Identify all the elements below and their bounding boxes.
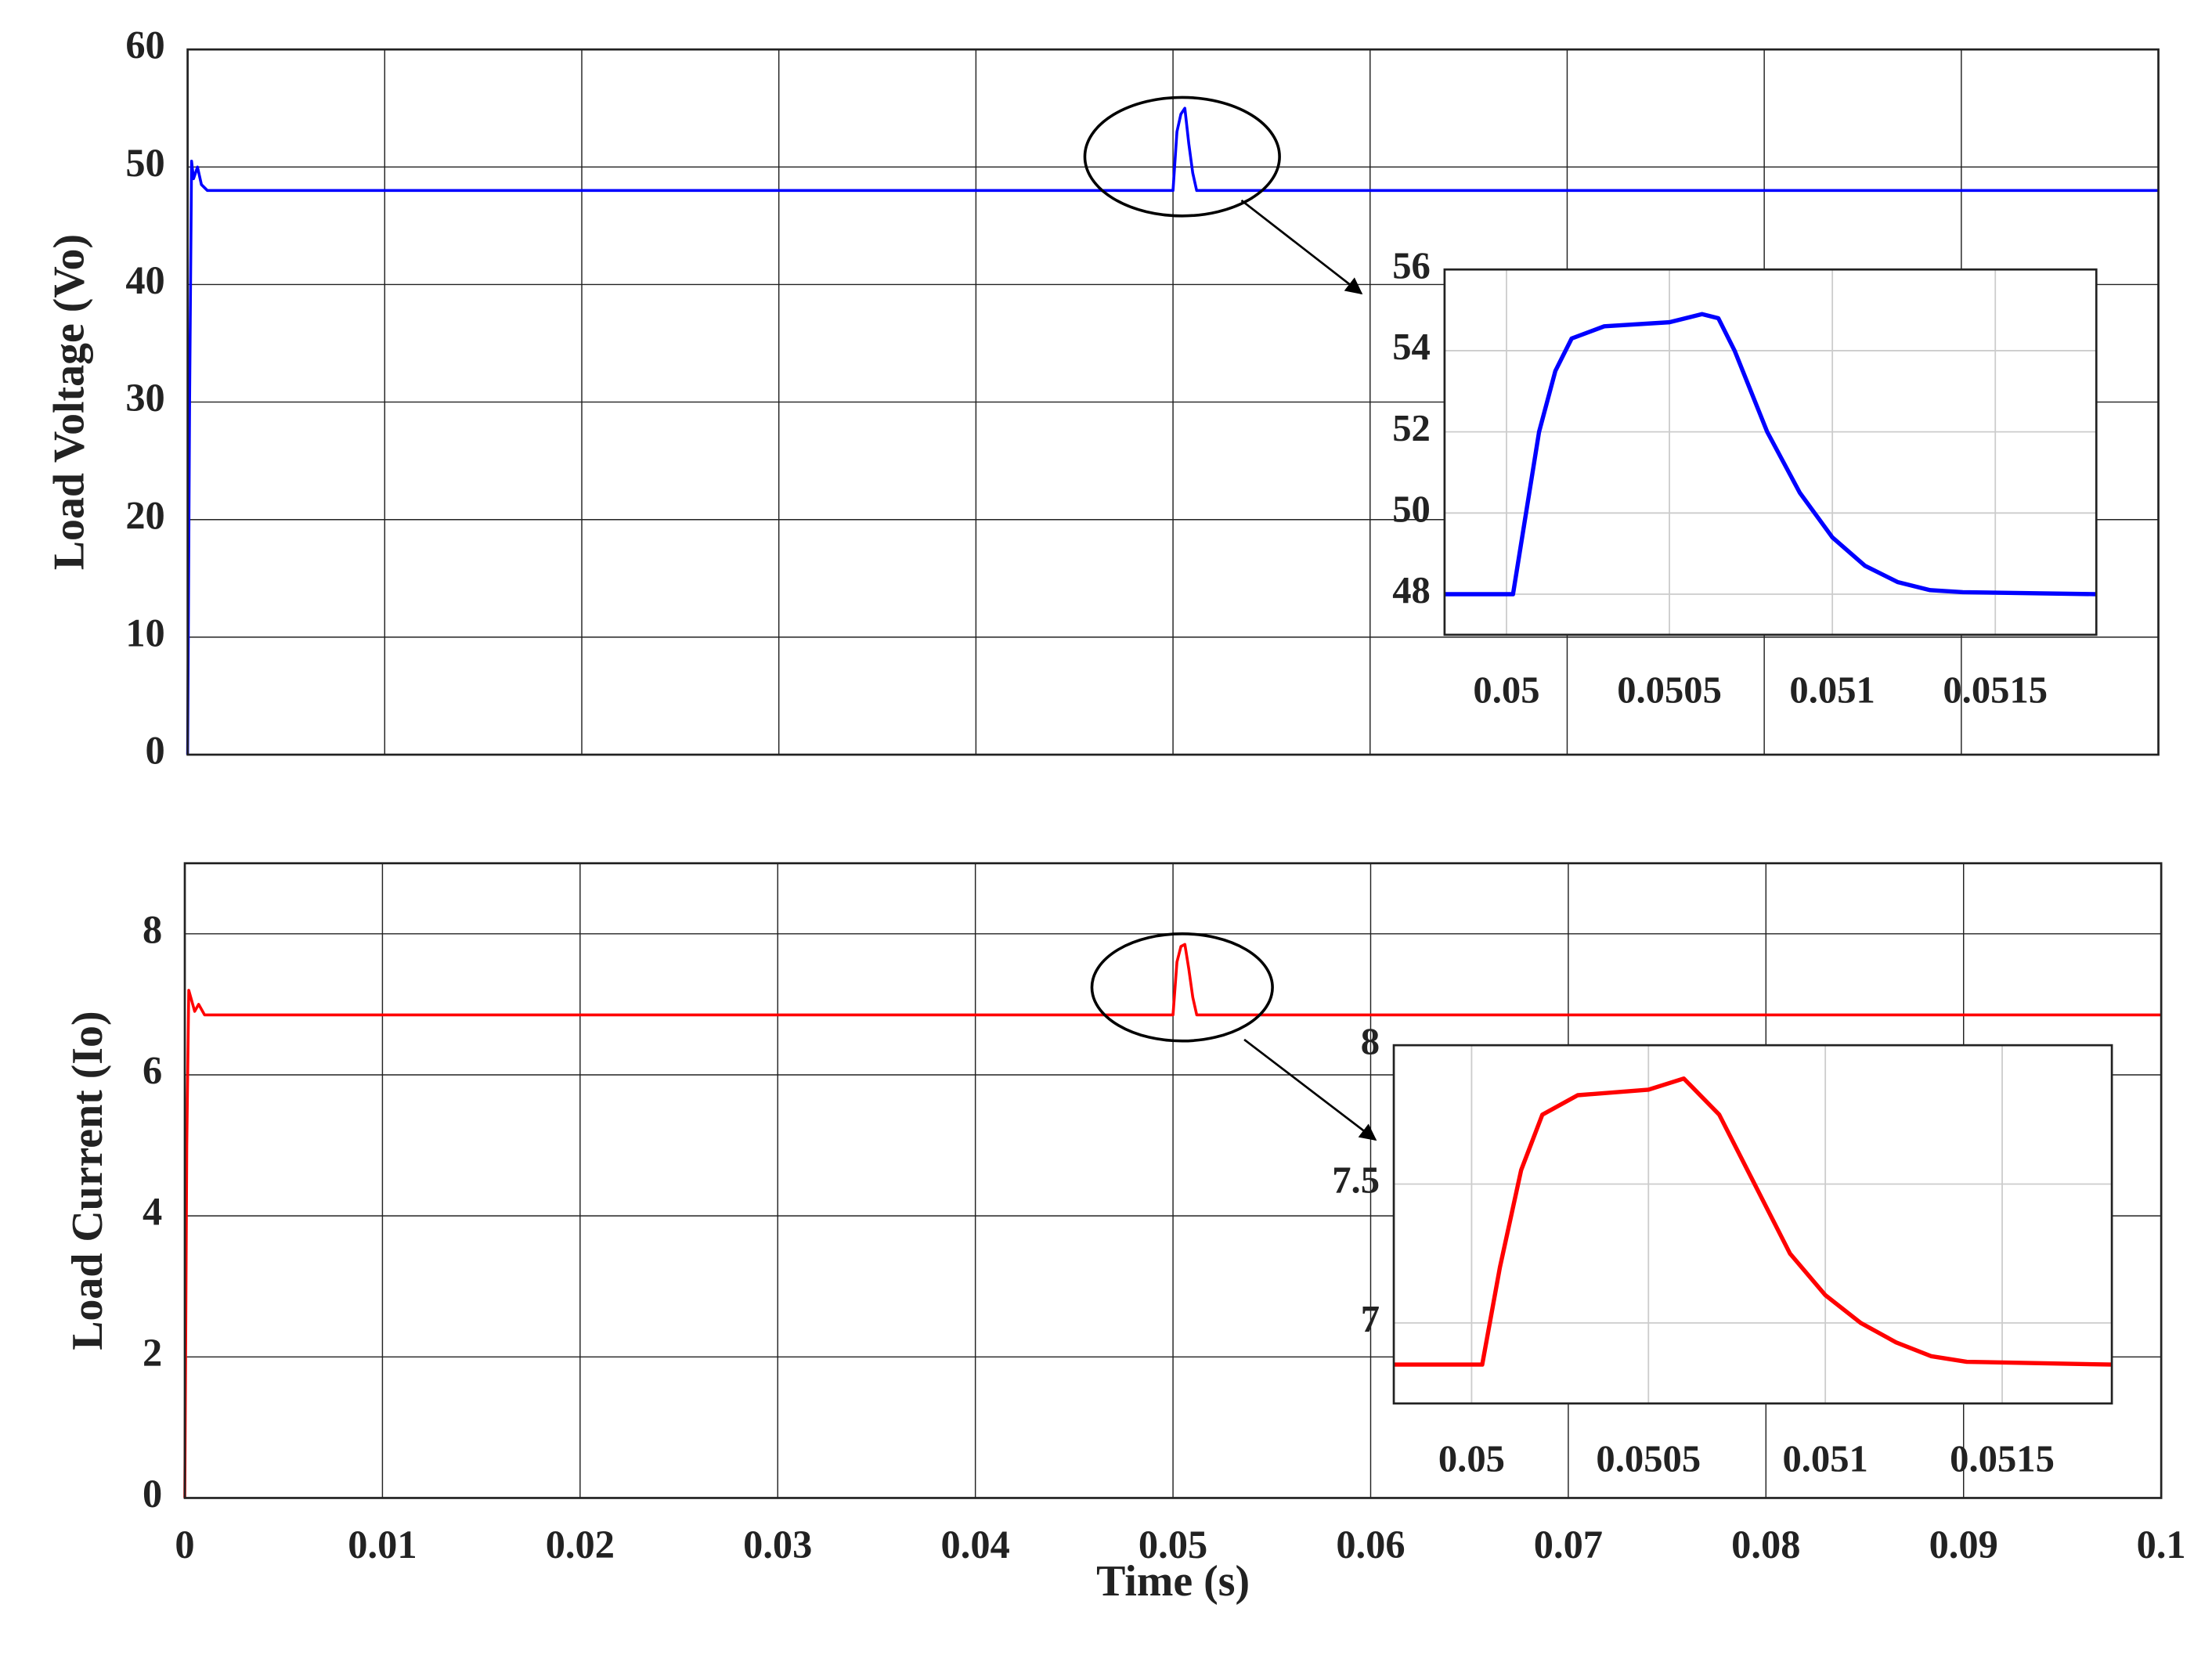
y-tick-label: 0 [143,1472,162,1516]
y-tick-label: 4 [143,1190,162,1234]
y-axis-label: Load Voltage (Vo) [45,234,93,570]
x-tick-label: 0.051 [1782,1438,1867,1480]
y-tick-label: 2 [143,1331,162,1375]
y-tick-label: 52 [1392,407,1431,449]
x-tick-label: 0.08 [1731,1523,1800,1566]
plot-frame [1392,1044,2113,1405]
y-tick-label: 50 [1392,488,1431,530]
x-tick-label: 0.04 [941,1523,1010,1566]
y-tick-label: 0 [146,729,165,773]
y-tick-label: 7 [1361,1298,1380,1340]
plot-area [1394,1045,2113,1404]
x-tick-label: 0.1 [2137,1523,2186,1566]
zoom-ellipse [1083,96,1281,218]
y-tick-label: 8 [143,907,162,951]
y-tick-label: 8 [1361,1020,1380,1062]
zoom-ellipse [1090,932,1274,1043]
x-tick-label: 0.01 [348,1523,417,1566]
y-axis-label: Load Current (Io) [63,1011,112,1350]
x-tick-label: 0.06 [1336,1523,1405,1566]
data-line [183,943,2162,1498]
plot-frame [186,48,2160,756]
y-tick-label: 7.5 [1332,1159,1380,1202]
x-tick-label: 0.0515 [1943,669,2048,712]
x-tick-label: 0.0515 [1950,1438,2055,1480]
x-tick-label: 0 [175,1523,194,1566]
x-tick-label: 0.09 [1929,1523,1998,1566]
zoom-arrow [1240,199,1363,295]
y-tick-label: 6 [143,1049,162,1093]
x-tick-label: 0.05 [1438,1438,1505,1480]
y-tick-label: 54 [1392,326,1431,368]
data-line [186,106,2159,755]
x-tick-label: 0.05 [1138,1523,1207,1566]
data-line [1444,312,2097,597]
x-axis-label: Time (s) [1096,1557,1250,1606]
y-tick-label: 40 [125,258,164,302]
data-line [1394,1076,2113,1367]
x-tick-label: 0.0505 [1617,669,1722,712]
x-tick-label: 0.0505 [1596,1438,1701,1480]
y-tick-label: 30 [125,376,164,420]
x-tick-label: 0.02 [546,1523,615,1566]
x-tick-label: 0.07 [1534,1523,1603,1566]
y-tick-label: 48 [1392,569,1431,611]
y-tick-label: 10 [125,611,164,654]
x-tick-label: 0.051 [1789,669,1875,712]
plot-frame [1443,268,2098,636]
y-tick-label: 56 [1392,244,1431,287]
plot-area [1444,269,2097,635]
x-tick-label: 0.05 [1473,669,1539,712]
y-tick-label: 60 [125,23,164,67]
x-tick-label: 0.03 [743,1523,812,1566]
zoom-arrow [1243,1038,1377,1141]
y-tick-label: 50 [125,141,164,185]
plot-frame [183,862,2163,1499]
y-tick-label: 20 [125,493,164,537]
